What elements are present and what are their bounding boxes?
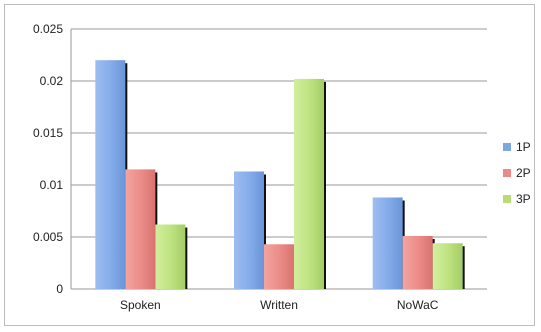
bar-2p-spoken: [125, 169, 156, 289]
bar-shadow: [184, 227, 188, 289]
y-tick-label: 0.015: [33, 126, 63, 140]
bar-3p-spoken: [155, 224, 186, 289]
bar-2p-written: [264, 244, 294, 289]
bar-shadow: [263, 174, 266, 289]
bar-3p-written: [294, 78, 324, 289]
y-tick-label: 0.005: [33, 230, 63, 244]
bar-1p-spoken: [95, 60, 126, 290]
y-axis-tick-labels: 0 0.005 0.01 0.015 0.02 0.025: [33, 22, 63, 296]
y-tick-label: 0.02: [40, 74, 64, 88]
y-tick-label: 0.025: [33, 22, 63, 36]
bar-1p-written: [234, 171, 264, 289]
legend-label-3p: 3P: [516, 192, 531, 206]
legend-label-2p: 2P: [516, 166, 531, 180]
legend-label-1p: 1P: [516, 140, 531, 154]
bar-1p-nowac: [372, 197, 403, 289]
x-axis-tick-labels: Spoken Written NoWaC: [120, 298, 439, 312]
legend-swatch-2p: [503, 169, 511, 177]
chart-frame: 0 0.005 0.01 0.015 0.02 0.025 Spoken Written No…: [4, 4, 535, 326]
bar-chart: 0 0.005 0.01 0.015 0.02 0.025 Spoken Written No…: [33, 22, 531, 312]
legend: 1P 2P 3P: [503, 140, 531, 206]
x-tick-label: NoWaC: [397, 298, 439, 312]
bar-shadow: [461, 246, 465, 289]
bar-3p-nowac: [432, 243, 463, 289]
bars: [95, 60, 465, 290]
x-tick-label: Written: [260, 298, 298, 312]
legend-swatch-3p: [503, 195, 511, 203]
bar-2p-nowac: [402, 235, 433, 289]
y-tick-label: 0.01: [40, 178, 64, 192]
y-tick-label: 0: [56, 282, 63, 296]
bar-shadow: [323, 81, 326, 289]
legend-swatch-1p: [503, 143, 511, 151]
x-tick-label: Spoken: [120, 298, 161, 312]
